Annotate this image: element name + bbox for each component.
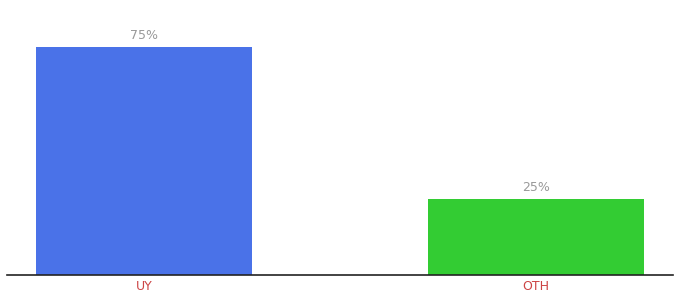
Bar: [428, 199, 644, 275]
Text: 75%: 75%: [130, 29, 158, 42]
Bar: [36, 46, 252, 275]
Text: 25%: 25%: [522, 182, 550, 194]
